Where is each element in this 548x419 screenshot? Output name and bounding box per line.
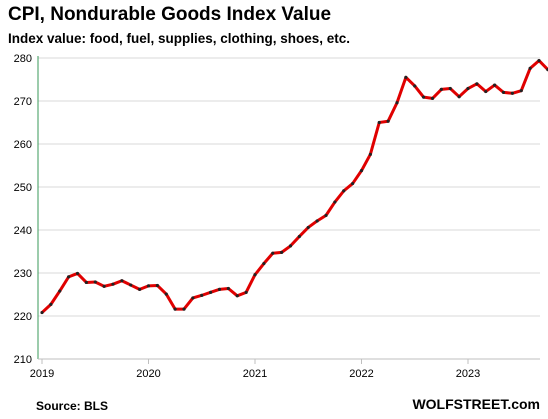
data-point — [342, 189, 346, 193]
data-point — [333, 200, 337, 204]
data-point — [235, 294, 239, 298]
gridlines — [38, 57, 540, 317]
y-axis-ticks: 210 220 230 240 250 260 270 280 — [14, 53, 32, 366]
data-point — [280, 250, 284, 254]
axes — [37, 56, 540, 360]
data-point — [484, 89, 488, 94]
data-point — [430, 96, 435, 101]
data-point — [164, 292, 168, 296]
data-point — [209, 290, 213, 294]
y-tick-label-210: 210 — [14, 354, 32, 366]
y-tick-label-260: 260 — [14, 139, 32, 151]
data-point — [75, 271, 80, 276]
data-point — [519, 89, 523, 93]
data-point — [528, 66, 532, 70]
data-point — [253, 273, 257, 277]
y-tick-label-230: 230 — [14, 268, 32, 280]
data-point — [173, 307, 177, 311]
data-point — [226, 286, 230, 291]
data-point — [359, 169, 364, 173]
x-axis-ticks: 2019 2020 2021 2022 2023 — [30, 359, 480, 380]
data-point — [457, 95, 461, 99]
data-point — [510, 91, 514, 95]
series-lines — [40, 59, 548, 315]
chart-title: CPI, Nondurable Goods Index Value — [8, 4, 332, 25]
data-point — [129, 283, 133, 287]
data-point — [404, 75, 408, 79]
chart-subtitle: Index value: food, fuel, supplies, cloth… — [8, 31, 351, 46]
data-point — [422, 95, 426, 99]
data-point — [377, 120, 381, 125]
data-point — [306, 225, 310, 230]
y-tick-label-250: 250 — [14, 182, 32, 194]
data-point — [182, 307, 186, 311]
data-point — [324, 213, 328, 217]
data-point — [386, 119, 390, 123]
data-point — [155, 283, 159, 288]
series-line-0 — [40, 59, 548, 315]
data-point — [315, 219, 319, 223]
x-tick-label-2019: 2019 — [30, 368, 54, 380]
x-tick-label-2022: 2022 — [349, 368, 373, 380]
data-point — [93, 280, 97, 284]
data-point — [448, 86, 452, 91]
brand-watermark: WOLFSTREET.com — [412, 396, 540, 412]
data-point — [146, 284, 151, 288]
data-point — [395, 101, 399, 105]
data-point — [466, 86, 470, 91]
data-point — [217, 287, 222, 291]
data-point — [351, 181, 355, 186]
data-point — [111, 282, 115, 286]
data-point — [49, 302, 53, 306]
data-point — [191, 296, 195, 300]
data-point — [120, 279, 124, 283]
y-tick-label-280: 280 — [14, 53, 32, 65]
data-point — [271, 251, 275, 255]
y-tick-label-220: 220 — [14, 311, 32, 323]
data-point — [501, 90, 506, 94]
data-point — [537, 58, 541, 63]
data-point — [138, 287, 142, 291]
data-point — [493, 83, 497, 87]
data-point — [200, 293, 204, 297]
data-point — [84, 280, 88, 285]
data-point — [368, 152, 372, 156]
source-note: Source: BLS — [36, 399, 109, 413]
data-point — [475, 82, 479, 86]
series-markers — [40, 58, 548, 315]
data-point — [413, 84, 417, 88]
data-point — [288, 244, 293, 248]
data-point — [297, 234, 301, 239]
data-point — [67, 275, 71, 279]
x-tick-label-2021: 2021 — [243, 368, 267, 380]
data-point — [439, 87, 443, 91]
data-point — [102, 284, 106, 288]
y-tick-label-270: 270 — [14, 96, 32, 108]
data-point — [262, 261, 266, 266]
x-tick-label-2023: 2023 — [456, 368, 480, 380]
x-tick-label-2020: 2020 — [136, 368, 160, 380]
data-point — [58, 289, 62, 293]
data-point — [40, 310, 44, 315]
data-point — [244, 290, 248, 294]
y-tick-label-240: 240 — [14, 225, 32, 237]
